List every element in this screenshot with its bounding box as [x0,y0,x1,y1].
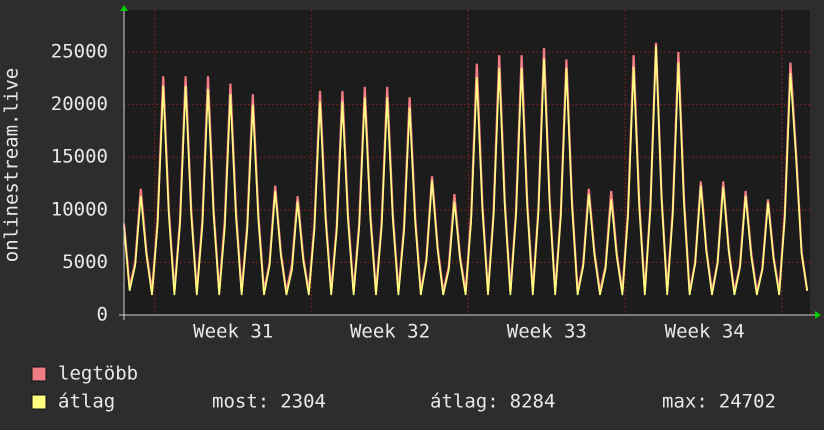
legend-label: átlag [58,391,115,413]
x-tick-label: Week 32 [350,321,430,343]
axis-arrow [120,5,128,11]
axis-arrow [815,311,821,319]
stat-label: átlag: [430,391,499,413]
x-tick-label: Week 31 [193,321,273,343]
legend-swatch [31,366,47,382]
y-tick-label: 10000 [51,198,108,220]
y-tick-label: 0 [97,304,108,326]
y-axis-label: onlinestream.live [1,68,23,262]
stat-value: 24702 [719,391,776,413]
y-tick-label: 20000 [51,93,108,115]
series-line [123,45,808,296]
y-tick-label: 15000 [51,146,108,168]
x-tick-label: Week 34 [665,321,745,343]
legend-label: legtöbb [58,363,138,385]
stat-label: most: [212,391,269,413]
y-tick-label: 5000 [62,251,108,273]
legend-swatch [31,394,47,410]
stat-value: 8284 [510,391,556,413]
stat-value: 2304 [280,391,326,413]
y-tick-label: 25000 [51,41,108,63]
stat-label: max: [662,391,708,413]
x-tick-label: Week 33 [507,321,587,343]
